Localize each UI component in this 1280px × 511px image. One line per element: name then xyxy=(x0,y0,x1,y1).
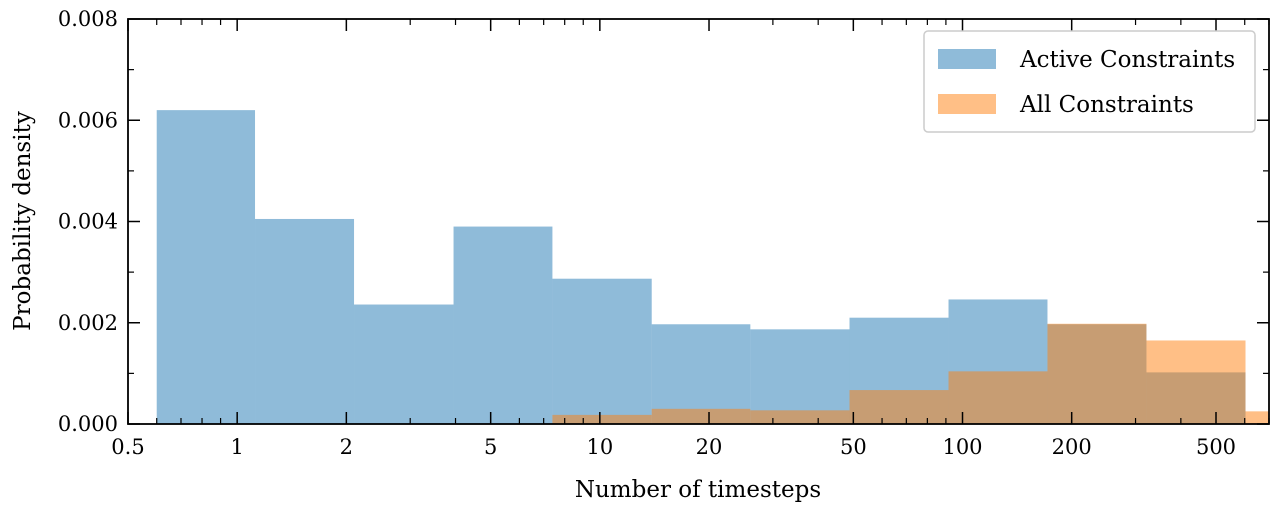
y-tick-label-3: 0.006 xyxy=(58,108,118,132)
legend-swatch-all xyxy=(938,94,996,114)
histogram-bar-all-4 xyxy=(948,371,1048,424)
histogram-bar-active-5 xyxy=(651,324,751,424)
histogram-bar-all-5 xyxy=(1047,323,1147,424)
x-tick-label-3: 5 xyxy=(484,435,497,459)
x-tick-label-1: 1 xyxy=(230,435,243,459)
legend: Active Constraints All Constraints xyxy=(923,30,1256,133)
x-tick-label-4: 10 xyxy=(586,435,613,459)
histogram-bar-active-3 xyxy=(453,226,553,424)
histogram-bar-all-0 xyxy=(552,414,652,424)
bars-layer xyxy=(156,110,1269,424)
histogram-bar-active-1 xyxy=(255,218,355,424)
y-tick-label-4: 0.008 xyxy=(58,7,118,31)
legend-label-active: Active Constraints xyxy=(1019,47,1235,73)
x-tick-label-6: 50 xyxy=(840,435,867,459)
y-tick-label-0: 0.000 xyxy=(58,412,118,436)
x-tick-label-5: 20 xyxy=(696,435,723,459)
x-tick-label-2: 2 xyxy=(340,435,353,459)
histogram-bar-all-2 xyxy=(750,410,850,424)
legend-frame xyxy=(923,30,1256,133)
y-axis-label: Probability density xyxy=(10,111,36,331)
histogram-bar-active-0 xyxy=(156,110,256,424)
legend-swatch-active xyxy=(938,49,996,69)
x-tick-label-7: 100 xyxy=(942,435,982,459)
y-tick-label-2: 0.004 xyxy=(58,210,118,234)
histogram-bar-all-3 xyxy=(849,390,949,424)
x-tick-label-9: 500 xyxy=(1196,435,1236,459)
x-axis-label: Number of timesteps xyxy=(575,477,821,503)
axes-layer: 0.5 1 2 5 10 20 50 100 200 500 0.000 0.002 0.004 0.00… xyxy=(58,7,1270,459)
histogram-bar-all-1 xyxy=(651,408,751,424)
histogram-bar-active-6 xyxy=(750,329,850,424)
histogram-bar-all-6 xyxy=(1146,340,1246,424)
histogram-bar-active-2 xyxy=(354,304,454,424)
histogram-bar-active-4 xyxy=(552,278,652,424)
histogram-bar-all-7 xyxy=(1245,411,1269,424)
x-tick-label-8: 200 xyxy=(1052,435,1092,459)
legend-label-all: All Constraints xyxy=(1019,92,1194,118)
x-tick-label-0: 0.5 xyxy=(111,435,144,459)
y-tick-label-1: 0.002 xyxy=(58,311,118,335)
